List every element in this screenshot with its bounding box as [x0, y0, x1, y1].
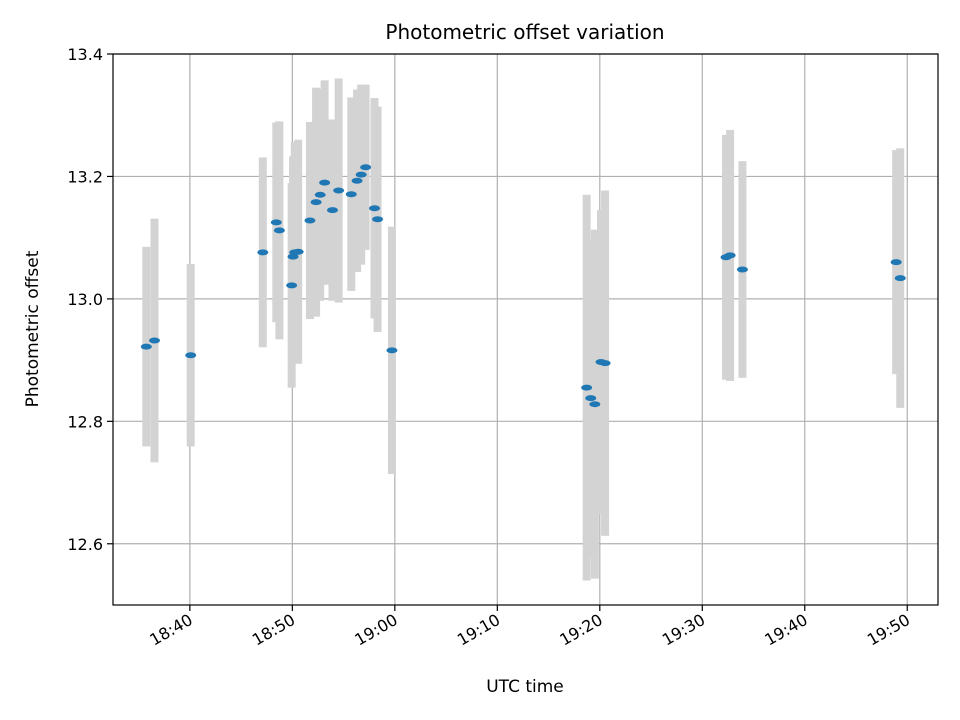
- y-tick-label: 13.4: [67, 45, 103, 64]
- y-axis-label: Photometric offset: [23, 250, 43, 407]
- data-point: [581, 384, 593, 391]
- data-point: [890, 259, 902, 266]
- y-tick-label: 13.0: [67, 290, 103, 309]
- data-point: [369, 205, 381, 212]
- data-point: [257, 249, 269, 256]
- data-point: [351, 177, 363, 184]
- y-tick-label: 12.6: [67, 535, 103, 554]
- data-point: [724, 252, 736, 259]
- data-point: [310, 199, 322, 206]
- x-axis-label: UTC time: [486, 677, 564, 697]
- data-point: [314, 191, 326, 198]
- plot-area-frame: [112, 53, 939, 606]
- data-point: [273, 227, 285, 234]
- y-tick-label: 12.8: [67, 412, 103, 431]
- data-point: [319, 179, 331, 186]
- data-point: [270, 219, 282, 226]
- data-point: [140, 343, 152, 350]
- data-point: [736, 266, 748, 273]
- data-point: [894, 275, 906, 282]
- chart-title: Photometric offset variation: [385, 20, 664, 44]
- data-point: [372, 216, 384, 223]
- data-point: [585, 395, 597, 402]
- data-point: [326, 207, 338, 214]
- data-point: [149, 337, 161, 344]
- data-point: [185, 352, 197, 359]
- data-points: [140, 164, 906, 408]
- data-point: [292, 248, 304, 255]
- y-tick-label: 13.2: [67, 167, 103, 186]
- data-point: [386, 347, 398, 354]
- data-point: [599, 360, 611, 367]
- data-point: [345, 191, 357, 198]
- data-point: [355, 171, 367, 178]
- data-point: [360, 164, 372, 171]
- data-point: [304, 217, 316, 224]
- data-point: [589, 401, 601, 408]
- data-point: [333, 187, 345, 194]
- data-point: [286, 282, 298, 289]
